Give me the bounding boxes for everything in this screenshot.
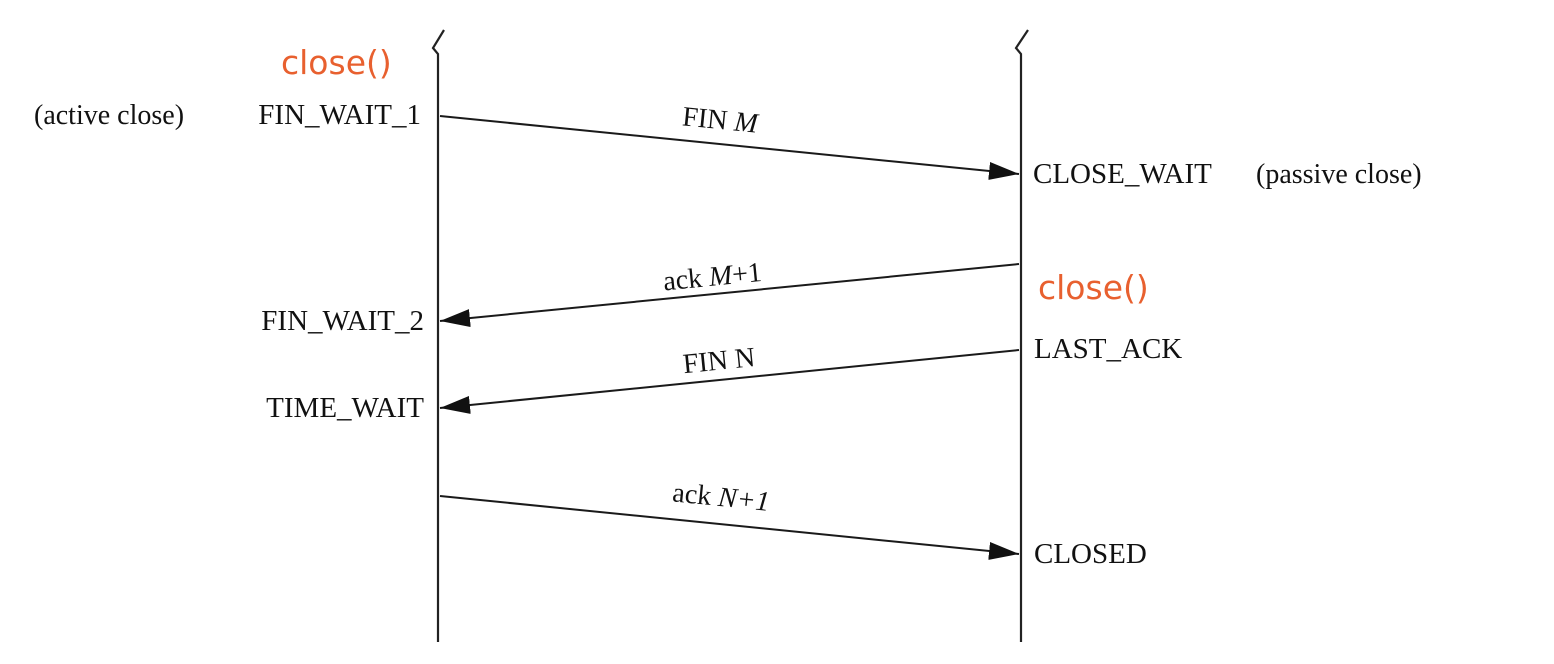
right-lifeline	[1014, 29, 1029, 642]
fin-m-label: FIN M	[681, 101, 761, 140]
state-close-wait: CLOSE_WAIT	[1033, 158, 1212, 190]
fin-n-label: FIN N	[682, 342, 757, 380]
fin-m-arrow	[439, 115, 1020, 180]
state-fin-wait-2: FIN_WAIT_2	[261, 305, 424, 337]
ack-m1-label: ack M+1	[662, 257, 764, 298]
ack-n1-label: ack N+1	[671, 477, 771, 518]
state-closed: CLOSED	[1034, 538, 1147, 570]
ack-m1-arrow	[439, 263, 1020, 328]
left-close-call: close()	[281, 43, 392, 82]
right-close-call: close()	[1038, 268, 1149, 307]
fin-n-arrow	[439, 349, 1020, 414]
state-fin-wait-1: FIN_WAIT_1	[258, 99, 421, 131]
ack-n1-arrow	[439, 495, 1020, 560]
state-time-wait: TIME_WAIT	[266, 392, 424, 424]
passive-close-note: (passive close)	[1256, 159, 1422, 190]
active-close-note: (active close)	[34, 100, 184, 131]
left-lifeline	[431, 29, 445, 642]
state-last-ack: LAST_ACK	[1034, 333, 1182, 365]
